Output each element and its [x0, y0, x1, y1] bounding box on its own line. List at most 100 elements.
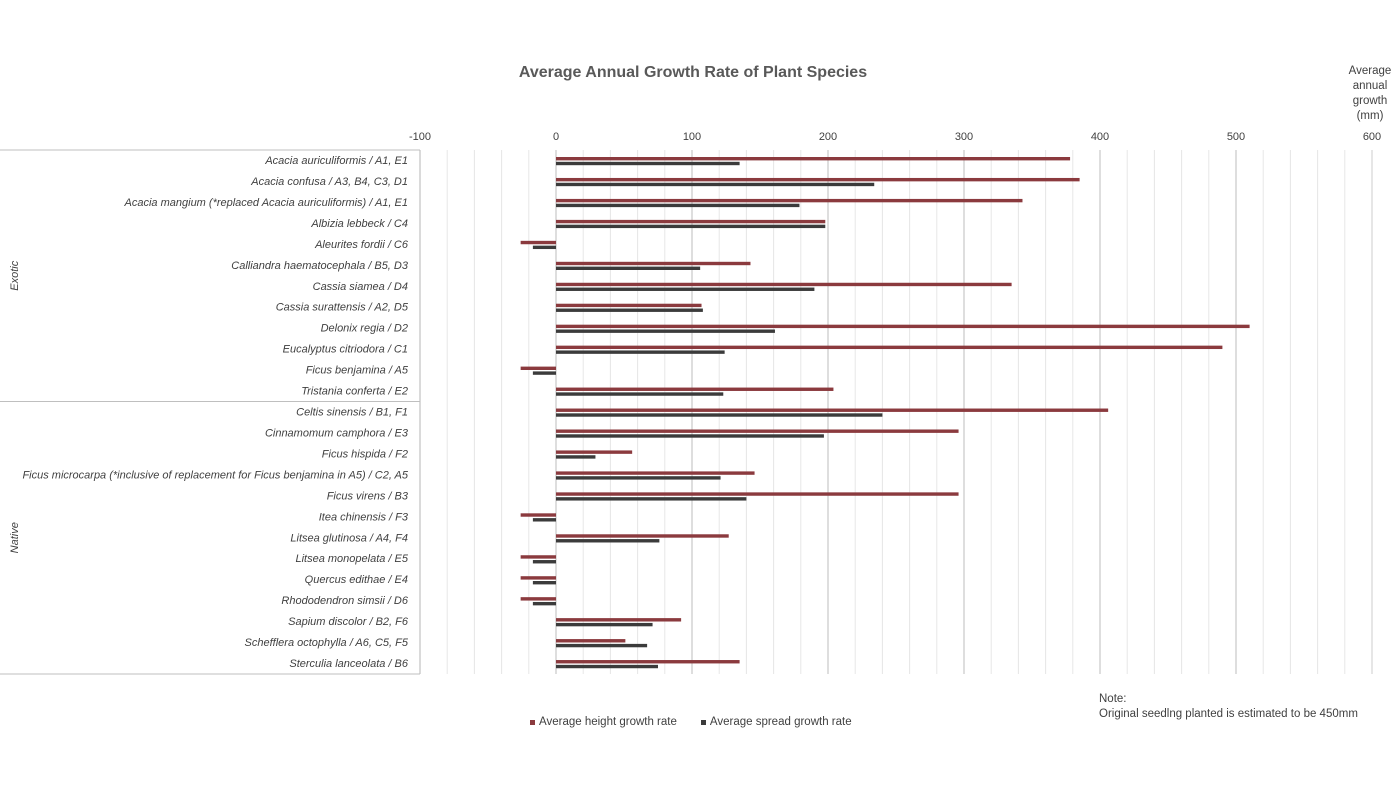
category-label: Quercus edithae / E4: [305, 574, 408, 586]
category-label: Ficus benjamina / A5: [306, 365, 409, 377]
height-growth-bar: [556, 324, 1250, 329]
note-heading: Note:: [1099, 693, 1127, 705]
unit-line: (mm): [1356, 110, 1384, 122]
spread-growth-bar: [556, 539, 660, 543]
category-label: Litsea glutinosa / A4, F4: [290, 532, 408, 544]
spread-growth-bar: [556, 266, 701, 270]
height-growth-bar: [556, 450, 633, 454]
note-text: Original seedlng planted is estimated to…: [1099, 708, 1358, 720]
spread-growth-bar: [556, 497, 747, 501]
chart-legend: Average height growth rate Average sprea…: [530, 716, 852, 728]
spread-growth-bar: [556, 224, 826, 229]
height-growth-bar: [556, 534, 729, 538]
unit-line: Average: [1348, 65, 1392, 77]
height-growth-bar: [556, 387, 834, 391]
spread-growth-bar: [556, 203, 800, 208]
x-tick-label: 500: [1227, 131, 1245, 143]
spread-growth-bar: [532, 518, 556, 522]
height-growth-bar: [520, 597, 556, 601]
category-label: Delonix regia / D2: [321, 323, 408, 335]
x-tick-label: 400: [1091, 131, 1109, 143]
legend-label-spread: Average spread growth rate: [709, 716, 852, 728]
category-label: Cassia siamea / D4: [313, 281, 408, 293]
spread-growth-bar: [532, 601, 556, 606]
group-label: Native: [9, 522, 21, 553]
spread-growth-bar: [532, 371, 556, 375]
x-tick-label: 600: [1363, 131, 1381, 143]
height-growth-bar: [556, 345, 1223, 350]
legend-swatch-spread: [700, 719, 706, 725]
height-growth-bar: [556, 408, 1109, 412]
spread-growth-bar: [556, 308, 703, 312]
category-label: Cassia surattensis / A2, D5: [276, 302, 409, 314]
height-growth-bar: [556, 492, 959, 496]
height-growth-bar: [556, 618, 682, 622]
category-label: Acacia confusa / A3, B4, C3, D1: [250, 176, 408, 188]
height-growth-bar: [556, 157, 1071, 161]
category-label: Litsea monopelata / E5: [295, 553, 408, 565]
spread-growth-bar: [556, 182, 875, 187]
height-growth-bar: [556, 471, 755, 475]
x-tick-label: 300: [955, 131, 973, 143]
category-label: Ficus microcarpa (*inclusive of replacem…: [22, 469, 408, 481]
category-label: Tristania conferta / E2: [301, 386, 408, 398]
value-axis-unit-label: Average annual growth (mm): [1340, 64, 1400, 124]
spread-growth-bar: [532, 245, 556, 250]
category-label: Albizia lebbeck / C4: [310, 218, 408, 230]
height-growth-bar: [520, 240, 556, 245]
spread-growth-bar: [532, 581, 556, 585]
height-growth-bar: [556, 429, 959, 433]
spread-growth-bar: [556, 161, 740, 166]
group-label: Exotic: [9, 260, 21, 290]
spread-growth-bar: [532, 560, 556, 564]
legend-item-spread: Average spread growth rate: [700, 716, 852, 728]
spread-growth-bar: [556, 287, 815, 291]
category-label: Rhododendron simsii / D6: [281, 595, 408, 607]
category-label: Calliandra haematocephala / B5, D3: [231, 260, 409, 272]
category-label: Itea chinensis / F3: [319, 511, 409, 523]
category-label: Schefflera octophylla / A6, C5, F5: [245, 637, 409, 649]
legend-label-height: Average height growth rate: [539, 716, 677, 728]
category-label: Acacia mangium (*replaced Acacia auricul…: [124, 197, 408, 209]
x-tick-label: 200: [819, 131, 837, 143]
height-growth-bar: [556, 639, 626, 643]
spread-growth-bar: [556, 664, 658, 669]
spread-growth-bar: [556, 476, 721, 480]
spread-growth-bar: [556, 434, 824, 438]
height-growth-bar: [556, 198, 1023, 203]
category-label: Sterculia lanceolata / B6: [289, 658, 409, 670]
height-growth-bar: [556, 303, 702, 308]
height-growth-bar: [556, 261, 751, 266]
category-label: Ficus hispida / F2: [322, 448, 408, 460]
unit-line: growth: [1352, 95, 1388, 107]
category-label: Cinnamomum camphora / E3: [265, 427, 409, 439]
unit-line: annual: [1352, 80, 1388, 92]
chart-note: Note: Original seedlng planted is estima…: [1099, 692, 1358, 722]
category-label: Acacia auriculiformis / A1, E1: [264, 155, 408, 167]
chart-title: Average Annual Growth Rate of Plant Spec…: [518, 64, 868, 81]
spread-growth-bar: [556, 622, 653, 627]
spread-growth-bar: [556, 643, 648, 648]
height-growth-bar: [556, 282, 1012, 287]
height-growth-bar: [556, 177, 1080, 182]
x-tick-label: -100: [409, 131, 431, 143]
height-growth-bar: [520, 555, 556, 559]
spread-growth-bar: [556, 350, 725, 354]
spread-growth-bar: [556, 413, 883, 417]
category-label: Sapium discolor / B2, F6: [288, 616, 409, 628]
spread-growth-bar: [556, 392, 724, 396]
height-growth-bar: [556, 219, 826, 224]
category-label: Eucalyptus citriodora / C1: [283, 344, 408, 356]
spread-growth-bar: [556, 329, 775, 333]
category-label: Aleurites fordii / C6: [314, 239, 409, 251]
height-growth-bar: [520, 576, 556, 580]
category-label: Ficus virens / B3: [327, 490, 409, 502]
height-growth-bar: [520, 366, 556, 370]
height-growth-bar: [520, 513, 556, 517]
category-label: Celtis sinensis / B1, F1: [296, 407, 408, 419]
legend-item-height: Average height growth rate: [530, 716, 677, 728]
x-tick-label: 100: [683, 131, 701, 143]
height-growth-bar: [556, 660, 740, 664]
spread-growth-bar: [556, 455, 596, 459]
